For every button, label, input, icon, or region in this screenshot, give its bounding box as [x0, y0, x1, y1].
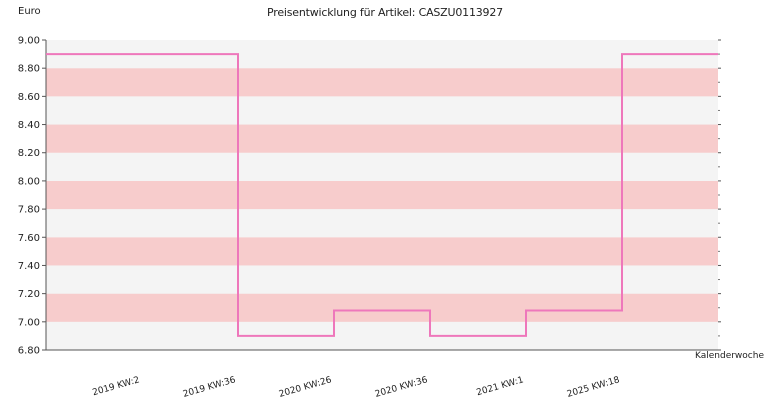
grid-band: [46, 96, 718, 125]
y-axis-label: Euro: [18, 6, 41, 17]
grid-band: [46, 293, 718, 322]
grid-band: [46, 180, 718, 210]
y-tick-label: 7.80: [18, 205, 40, 216]
grid-band: [46, 237, 718, 266]
y-tick-label: 6.80: [18, 346, 40, 357]
x-tick-label: 2021 KW:1: [475, 375, 524, 398]
price-series-line: [46, 53, 718, 337]
x-tick-label: 2020 KW:26: [278, 375, 333, 400]
y-tick-label: 8.00: [18, 176, 40, 187]
y-tick-label: 8.40: [18, 120, 40, 131]
chart-title: Preisentwicklung für Artikel: CASZU01139…: [267, 6, 503, 19]
x-tick-label: 2020 KW:36: [374, 375, 429, 400]
grid-band: [46, 68, 718, 97]
y-tick-label: 8.20: [18, 148, 40, 159]
x-axis-label: Kalenderwoche: [694, 351, 764, 361]
y-tick-label: 7.40: [18, 261, 40, 272]
grid-band: [46, 152, 718, 181]
grid-band: [46, 321, 718, 350]
y-tick-label: 7.00: [18, 317, 40, 328]
x-tick-label: 2019 KW:36: [182, 375, 237, 400]
x-tick-label: 2025 KW:18: [566, 375, 621, 400]
x-tick-label: 2019 KW:2: [91, 375, 140, 398]
y-tick-label: 8.80: [18, 64, 40, 75]
grid-band: [46, 124, 718, 153]
y-tick-label: 7.60: [18, 233, 40, 244]
y-tick-label: 7.20: [18, 289, 40, 300]
grid-band: [46, 209, 718, 238]
y-tick-label: 9.00: [18, 36, 40, 47]
y-tick-label: 8.60: [18, 92, 40, 103]
grid-band: [46, 265, 718, 294]
